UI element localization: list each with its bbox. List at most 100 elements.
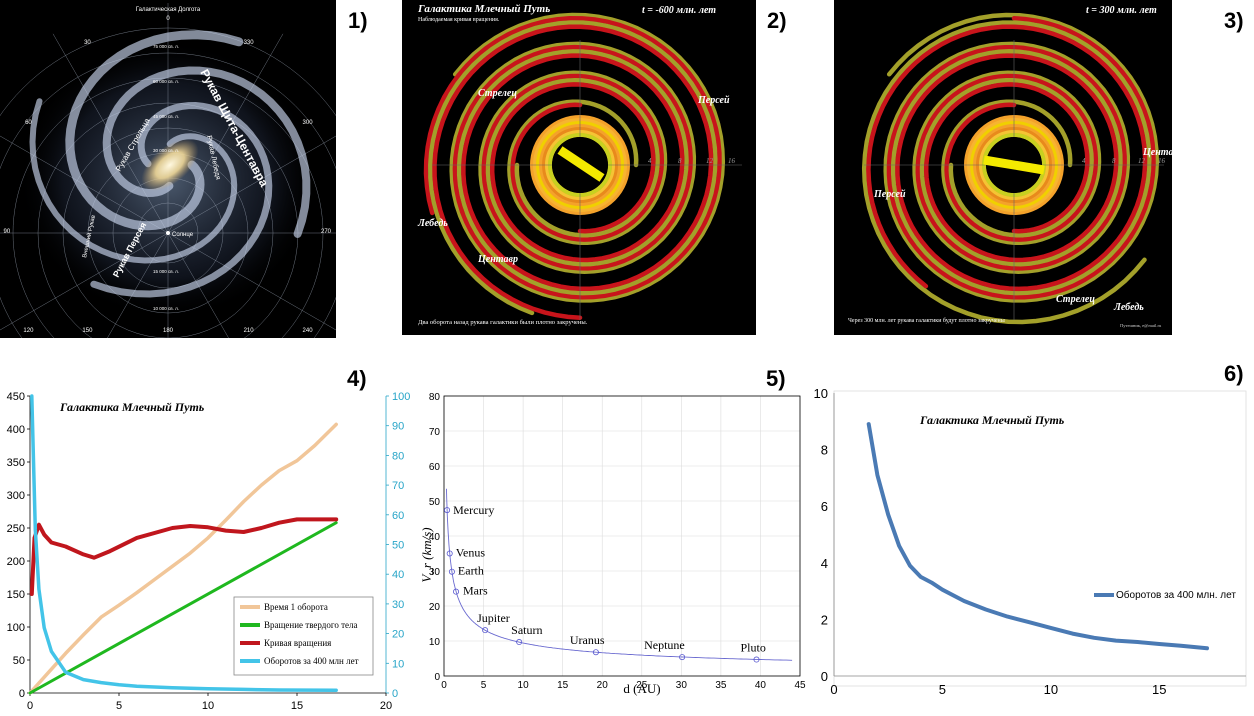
x-tick-label: 30 — [676, 680, 688, 691]
data-point — [482, 627, 489, 634]
y-tick-label: 300 — [7, 490, 25, 502]
y-tick-label: 450 — [7, 391, 25, 403]
x-tick-label: 15 — [557, 680, 569, 691]
y-tick-label: 150 — [7, 589, 25, 601]
series-line — [30, 394, 338, 693]
longitude-label: 60 — [25, 120, 32, 126]
y-tick-label: 8 — [821, 443, 828, 458]
svg-text:4: 4 — [648, 157, 652, 165]
author-credit: Путешник, e@mail.ru — [1120, 323, 1162, 329]
x-tick-label: 10 — [202, 700, 214, 712]
label-cygnus: Лебедь — [1113, 302, 1144, 313]
panel-number-4: 4) — [347, 366, 367, 391]
x-tick-label: 15 — [291, 700, 303, 712]
fit-curve — [446, 488, 793, 661]
longitude-label: 30 — [84, 40, 91, 46]
radius-label: 10 000 св. л. — [153, 306, 179, 311]
y-tick-label: 80 — [429, 392, 441, 403]
milky-way-map: Солнце Галактическая Долгота 0 30 60 90 120 1… — [0, 0, 336, 338]
y2-tick-label: 80 — [392, 450, 404, 462]
longitude-label: 150 — [82, 328, 93, 334]
y-axis-label: V_r (km/s) — [419, 527, 434, 582]
data-point — [448, 568, 455, 575]
x-tick-label: 5 — [116, 700, 122, 712]
spiral-arm — [866, 24, 1148, 292]
legend-label: Оборотов за 400 млн лет — [264, 656, 359, 666]
x-tick-label: 0 — [441, 680, 447, 691]
radius-label: 45 000 св. л. — [153, 114, 179, 119]
y-tick-label: 0 — [434, 672, 440, 683]
x-tick-label: 0 — [830, 682, 837, 697]
label-centaurus: Центавр — [1142, 147, 1172, 158]
longitude-label: 0 — [166, 16, 170, 22]
point-label: Uranus — [570, 633, 605, 647]
legend-label: Оборотов за 400 млн. лет — [1116, 589, 1236, 601]
radius-label: 75 000 св. л. — [153, 44, 179, 49]
galactic-bar — [983, 155, 1045, 175]
y2-tick-label: 0 — [392, 688, 398, 700]
legend-entries: Время 1 оборота Вращение твердого тела Кри… — [240, 602, 359, 666]
y-tick-label: 70 — [429, 427, 441, 438]
panel2-time: t = -600 млн. лет — [642, 5, 716, 16]
label-sagittarius: Стрелец — [478, 88, 517, 99]
spiral-arm — [428, 20, 718, 316]
grid-spoke — [167, 232, 229, 338]
y-tick-label: 4 — [821, 556, 828, 571]
y-tick-label: 2 — [821, 612, 828, 627]
axis-ticks: 4 8 12 16 — [1082, 157, 1166, 165]
y-tick-label: 250 — [7, 523, 25, 535]
radius-label: 60 000 св. л. — [153, 79, 179, 84]
series-line — [29, 517, 339, 596]
longitude-label: 330 — [244, 40, 255, 46]
y2-tick-label: 50 — [392, 540, 404, 552]
panel3-time: t = 300 млн. лет — [1086, 5, 1157, 16]
panel2-subtitle: Наблюдаемая кривая вращения. — [418, 16, 500, 23]
x-tick-label: 45 — [794, 680, 806, 691]
grid-spoke — [167, 33, 284, 234]
point-label: Jupiter — [477, 611, 510, 625]
chart4-title: Галактика Млечный Путь — [59, 400, 205, 414]
longitude-label: 120 — [23, 328, 34, 334]
x-tick-label: 5 — [481, 680, 487, 691]
spiral-arm — [883, 12, 1160, 303]
x-tick-label: 25 — [636, 680, 648, 691]
panel-number-2: 2) — [767, 8, 787, 33]
spiral-panel-past: 4 8 12 16 Галактика Млечный Путь Наблюда… — [402, 0, 756, 335]
point-label: Pluto — [740, 641, 765, 655]
radius-labels: 75 000 св. л. 60 000 св. л. 45 000 св. л. 3… — [153, 44, 179, 311]
y2-tick-label: 70 — [392, 480, 404, 492]
data-point — [444, 507, 451, 514]
y2-tick-label: 60 — [392, 510, 404, 522]
y-tick-label: 60 — [429, 462, 441, 473]
legend-label: Вращение твердого тела — [264, 620, 358, 630]
x-tick-label: 0 — [27, 700, 33, 712]
svg-text:4: 4 — [1082, 157, 1086, 165]
panel-number-5: 5) — [766, 366, 786, 391]
y-tick-label: 50 — [13, 655, 25, 667]
panel2-title: Галактика Млечный Путь — [417, 3, 550, 15]
label-perseus: Персей — [697, 95, 730, 106]
axis-ticks: 4 8 12 16 — [648, 157, 736, 165]
point-label: Neptune — [644, 638, 685, 652]
svg-text:12: 12 — [1138, 157, 1146, 165]
spiral-arm — [861, 20, 1152, 325]
chart-series — [28, 394, 339, 695]
grid-spoke — [0, 135, 169, 234]
longitude-label: 270 — [321, 229, 332, 235]
galaxy-arms — [29, 30, 311, 298]
point-label: Mercury — [453, 503, 494, 517]
panel3-caption: Через 300 млн. лет рукава галактики буду… — [848, 317, 1005, 324]
chart-axes: 0 2 4 6 8 10 0 5 10 15 — [814, 386, 1246, 697]
spiral-arm — [102, 66, 311, 238]
galactic-longitude-title: Галактическая Долгота — [136, 7, 201, 13]
x-tick-label: 35 — [715, 680, 727, 691]
sun-label: Солнце — [172, 232, 194, 238]
chart-series — [866, 422, 1209, 651]
grid-spoke — [167, 232, 336, 331]
data-point — [516, 639, 523, 646]
data-point — [446, 550, 453, 557]
legend-label: Кривая вращения — [264, 638, 331, 648]
x-tick-label: 10 — [1044, 682, 1058, 697]
y-tick-label: 10 — [429, 637, 441, 648]
